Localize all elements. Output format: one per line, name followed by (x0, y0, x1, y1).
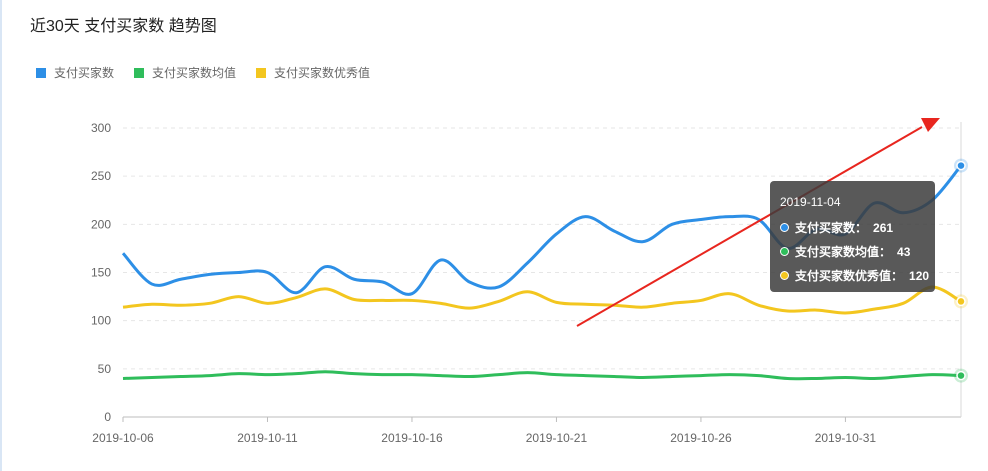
series-point-count (956, 160, 966, 171)
x-tick-label: 2019-10-31 (815, 431, 877, 445)
x-tick-label: 2019-10-21 (526, 431, 588, 445)
y-tick-label: 300 (91, 121, 111, 135)
axes: 0 50 100 150 200 250 300 2019-10-06 2019-10-11 20… (91, 121, 962, 445)
tooltip-label-excellent: 支付买家数优秀值： (795, 269, 904, 283)
tooltip-row-count: 支付买家数： 261 (780, 219, 893, 236)
x-tick-label: 2019-10-11 (237, 431, 298, 445)
series-point-average (956, 370, 966, 381)
legend-label-count: 支付买家数 (54, 66, 115, 80)
y-tick-label: 150 (91, 266, 111, 280)
tooltip-value-average: 43 (897, 244, 911, 259)
tooltip-date: 2019-11-04 (780, 195, 841, 209)
tooltip-dot-average-icon (780, 247, 789, 256)
y-tick-label: 200 (91, 217, 111, 231)
tooltip-value-excellent: 120 (909, 268, 930, 283)
legend-item-excellent[interactable]: 支付买家数优秀值 (256, 64, 370, 81)
y-tick-label: 100 (91, 314, 111, 328)
legend-swatch-average (134, 67, 145, 78)
tooltip-value-count: 261 (873, 220, 894, 235)
tooltip-dot-count-icon (780, 223, 789, 232)
legend-swatch-excellent (256, 67, 267, 78)
x-tick-label: 2019-10-26 (670, 431, 732, 445)
legend-item-count[interactable]: 支付买家数 (36, 64, 114, 81)
tooltip-row-excellent: 支付买家数优秀值： 120 (780, 267, 929, 284)
series-point-excellent (956, 296, 966, 307)
tooltip-label-average: 支付买家数均值： (795, 245, 892, 259)
tooltip-label-count: 支付买家数： (795, 221, 868, 235)
tooltip-row-average: 支付买家数均值： 43 (780, 243, 910, 260)
series-line-excellent (122, 285, 962, 315)
legend-swatch-count (36, 67, 46, 78)
arrow-head-icon (921, 118, 940, 132)
legend-label-excellent: 支付买家数优秀值 (274, 66, 371, 80)
arrow-shaft-icon (576, 126, 923, 327)
chart-title: 近30天 支付买家数 趋势图 (30, 18, 217, 35)
y-tick-label: 250 (91, 169, 111, 183)
legend: 支付买家数 支付买家数均值 支付买家数优秀值 (36, 64, 370, 81)
y-tick-label: 0 (104, 410, 111, 424)
red-arrow-annotation (576, 118, 940, 327)
legend-label-average: 支付买家数均值 (152, 66, 237, 80)
x-tick-label: 2019-10-06 (92, 431, 154, 445)
tooltip-dot-excellent-icon (780, 271, 789, 280)
legend-item-average[interactable]: 支付买家数均值 (134, 64, 236, 81)
y-tick-label: 50 (98, 362, 112, 376)
left-border (0, 0, 2, 471)
x-tick-label: 2019-10-16 (381, 431, 443, 445)
series-line-average (122, 370, 962, 381)
tooltip: 2019-11-04 支付买家数： 261 支付买家数均值： 43 支付买家数优… (770, 181, 935, 292)
